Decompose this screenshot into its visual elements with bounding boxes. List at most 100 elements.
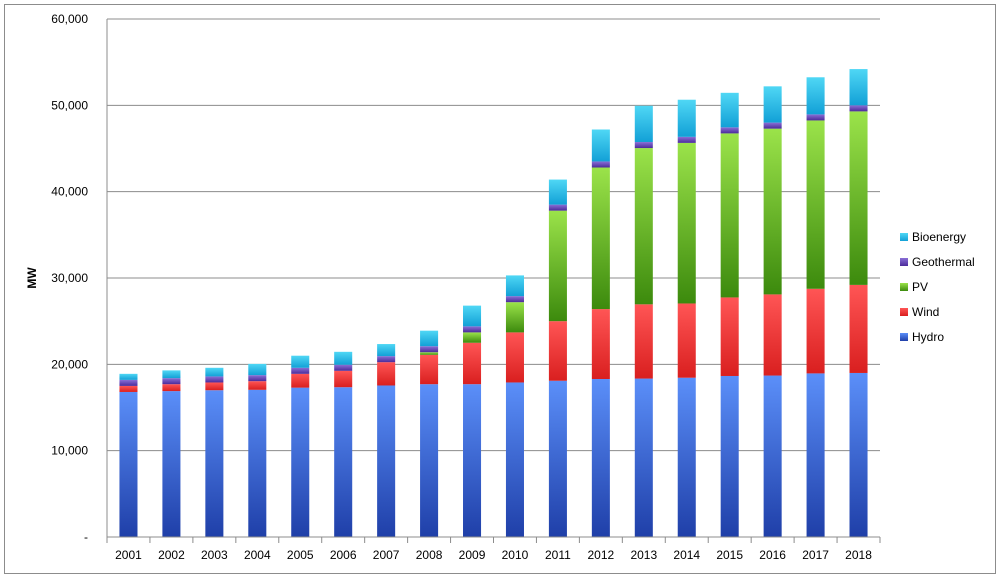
bar-hydro-2002 <box>162 391 181 537</box>
bar-bioenergy-2005 <box>291 355 310 368</box>
legend-swatch-geothermal <box>900 258 908 266</box>
x-tick-label: 2012 <box>588 548 615 562</box>
x-tick-label: 2002 <box>158 548 185 562</box>
bar-bioenergy-2006 <box>334 351 353 365</box>
bar-bioenergy-2008 <box>420 330 439 347</box>
bar-geothermal-2001 <box>119 379 138 386</box>
legend-swatch-bioenergy <box>900 233 908 241</box>
bar-geothermal-2010 <box>505 296 524 303</box>
bar-wind-2006 <box>334 370 353 388</box>
legend-swatch-pv <box>900 283 908 291</box>
bar-geothermal-2012 <box>591 161 610 168</box>
bar-hydro-2011 <box>548 380 567 537</box>
bar-bioenergy-2002 <box>162 370 181 379</box>
bar-wind-2012 <box>591 309 610 380</box>
x-tick-label: 2011 <box>545 548 571 562</box>
bar-hydro-2003 <box>205 390 224 537</box>
bar-geothermal-2004 <box>248 375 267 382</box>
bar-pv-2016 <box>763 128 782 295</box>
x-tick-label: 2013 <box>630 548 657 562</box>
bar-bioenergy-2004 <box>248 363 267 376</box>
bar-hydro-2005 <box>291 387 310 537</box>
x-tick-label: 2016 <box>759 548 786 562</box>
bar-hydro-2007 <box>377 385 396 537</box>
bar-pv-2009 <box>463 332 482 343</box>
bar-bioenergy-2014 <box>677 99 696 137</box>
axes <box>106 19 881 543</box>
bar-hydro-2006 <box>334 387 353 537</box>
bar-wind-2004 <box>248 381 267 390</box>
bar-wind-2018 <box>849 284 868 373</box>
bar-bioenergy-2016 <box>763 86 782 123</box>
bar-bioenergy-2017 <box>806 77 825 115</box>
y-axis-label: MW <box>25 267 39 289</box>
gridlines <box>107 18 880 452</box>
bar-wind-2008 <box>420 354 439 385</box>
bar-wind-2005 <box>291 373 310 388</box>
y-tick-label: 20,000 <box>51 357 88 371</box>
bar-hydro-2017 <box>806 373 825 537</box>
y-tick-label: 30,000 <box>51 271 88 285</box>
x-tick-label: 2017 <box>802 548 829 562</box>
bar-bioenergy-2001 <box>119 373 138 380</box>
bar-geothermal-2006 <box>334 364 353 371</box>
bar-pv-2010 <box>505 302 524 333</box>
bar-hydro-2009 <box>463 384 482 537</box>
legend-swatch-wind <box>900 308 908 316</box>
bar-bioenergy-2003 <box>205 367 224 377</box>
bar-geothermal-2017 <box>806 114 825 121</box>
bar-geothermal-2002 <box>162 378 181 385</box>
x-tick-label: 2009 <box>459 548 486 562</box>
bar-pv-2018 <box>849 111 868 285</box>
bar-hydro-2001 <box>119 391 138 537</box>
legend-label-bioenergy: Bioenergy <box>912 230 966 244</box>
bar-pv-2015 <box>720 133 739 298</box>
bars <box>119 69 868 537</box>
bar-wind-2002 <box>162 384 181 392</box>
bar-hydro-2004 <box>248 389 267 537</box>
bar-wind-2016 <box>763 294 782 376</box>
bar-hydro-2012 <box>591 379 610 537</box>
bar-wind-2011 <box>548 321 567 381</box>
bar-wind-2009 <box>463 342 482 385</box>
bar-geothermal-2008 <box>420 346 439 353</box>
y-tick-label: 40,000 <box>51 185 88 199</box>
bar-hydro-2014 <box>677 377 696 537</box>
bar-wind-2007 <box>377 362 396 386</box>
bar-bioenergy-2015 <box>720 92 739 128</box>
bar-hydro-2008 <box>420 384 439 537</box>
bar-pv-2008 <box>420 352 439 355</box>
bar-pv-2013 <box>634 148 653 305</box>
bar-bioenergy-2010 <box>505 275 524 297</box>
bar-wind-2010 <box>505 332 524 383</box>
chart-frame <box>4 4 996 574</box>
x-tick-label: 2003 <box>201 548 228 562</box>
bar-wind-2003 <box>205 382 224 391</box>
x-tick-label: 2008 <box>416 548 443 562</box>
x-tick-label: 2018 <box>845 548 872 562</box>
y-tick-labels: - 10,000 20,000 30,000 40,000 50,000 60,000 <box>51 12 88 544</box>
bar-geothermal-2009 <box>463 326 482 333</box>
bar-hydro-2015 <box>720 375 739 537</box>
bar-geothermal-2013 <box>634 142 653 149</box>
bar-pv-2012 <box>591 167 610 310</box>
bar-geothermal-2015 <box>720 127 739 134</box>
x-tick-label: 2010 <box>502 548 529 562</box>
y-tick-label: 60,000 <box>51 12 88 26</box>
y-tick-label: 10,000 <box>51 444 88 458</box>
bar-geothermal-2003 <box>205 376 224 383</box>
bar-bioenergy-2018 <box>849 69 868 106</box>
x-tick-label: 2014 <box>673 548 700 562</box>
bar-geothermal-2014 <box>677 136 696 143</box>
bar-hydro-2016 <box>763 375 782 537</box>
bar-hydro-2018 <box>849 372 868 537</box>
bar-geothermal-2005 <box>291 367 310 374</box>
legend-label-pv: PV <box>912 280 928 294</box>
bar-bioenergy-2007 <box>377 344 396 357</box>
bar-bioenergy-2011 <box>548 179 567 205</box>
x-tick-label: 2006 <box>330 548 357 562</box>
x-tick-label: 2015 <box>716 548 743 562</box>
x-tick-label: 2007 <box>373 548 400 562</box>
bar-geothermal-2018 <box>849 105 868 112</box>
y-tick-label: 50,000 <box>51 98 88 112</box>
